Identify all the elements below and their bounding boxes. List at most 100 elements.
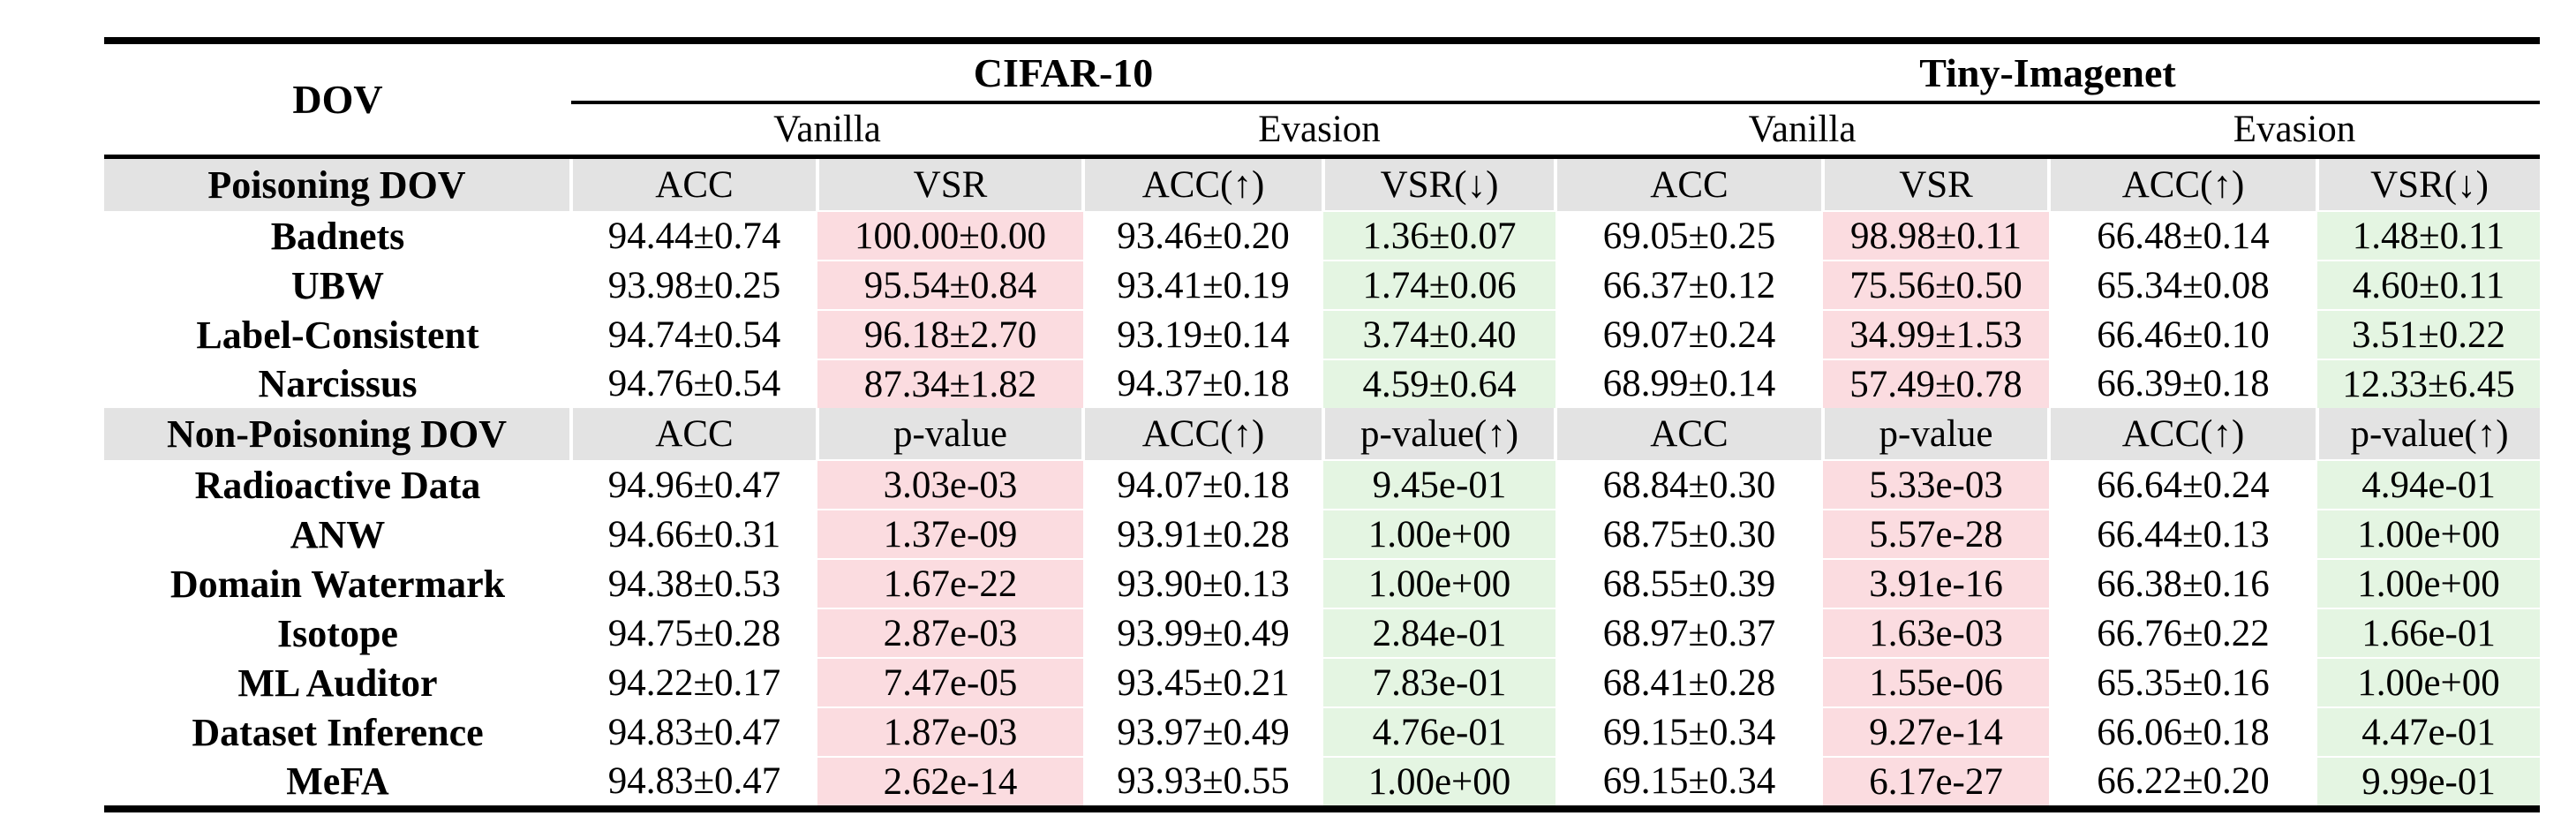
results-table: DOV CIFAR-10 Tiny-Imagenet Vanilla Evasi… <box>104 37 2541 812</box>
value-cell: 93.90±0.13 <box>1117 563 1290 605</box>
method-label: MeFA <box>286 759 389 803</box>
value-cell: 93.99±0.49 <box>1117 612 1290 654</box>
section-label: Non-Poisoning DOV <box>104 408 571 460</box>
value-cell: 93.41±0.19 <box>1117 264 1290 306</box>
value-cell: 1.36±0.07 <box>1323 210 1556 261</box>
column-header: ACC <box>1554 156 1824 211</box>
dataset-header-row: DOV CIFAR-10 Tiny-Imagenet <box>104 41 2541 159</box>
dataset-header-tiny-imagenet: Tiny-Imagenet <box>1555 41 2541 104</box>
value-cell: 93.91±0.28 <box>1117 513 1290 555</box>
subgroup-tiny-vanilla: Vanilla <box>1555 102 2050 159</box>
value-cell: 93.45±0.21 <box>1117 661 1290 704</box>
value-cell: 4.47e-01 <box>2317 706 2541 757</box>
value-cell: 95.54±0.84 <box>817 260 1083 310</box>
subgroup-tiny-evasion: Evasion <box>2049 102 2541 159</box>
column-header: ACC <box>569 156 817 211</box>
value-cell: 94.74±0.54 <box>607 314 781 356</box>
value-cell: 57.49±0.78 <box>1823 359 2050 408</box>
value-cell: 1.00e+00 <box>1323 756 1556 809</box>
column-header: p-value(↑) <box>2316 408 2541 460</box>
value-cell: 69.15±0.34 <box>1602 760 1776 802</box>
value-cell: 94.66±0.31 <box>607 513 781 555</box>
value-cell: 94.76±0.54 <box>607 363 781 404</box>
value-cell: 94.22±0.17 <box>607 661 781 704</box>
value-cell: 1.37e-09 <box>817 509 1083 559</box>
method-label: Isotope <box>277 611 398 655</box>
value-cell: 1.00e+00 <box>1323 558 1556 608</box>
value-cell: 98.98±0.11 <box>1823 210 2050 261</box>
table-row: ML Auditor 94.22±0.17 7.47e-05 93.45±0.21 7.… <box>104 657 2541 707</box>
table-row: Badnets 94.44±0.74 100.00±0.00 93.46±0.20 1.… <box>104 210 2541 261</box>
value-cell: 93.93±0.55 <box>1117 760 1290 802</box>
method-label: Dataset Inference <box>192 710 484 754</box>
subgroup-cifar10-vanilla: Vanilla <box>571 102 1083 159</box>
value-cell: 93.97±0.49 <box>1117 711 1290 753</box>
value-cell: 94.83±0.47 <box>607 711 781 753</box>
value-cell: 12.33±6.45 <box>2317 359 2541 408</box>
value-cell: 66.37±0.12 <box>1602 264 1776 306</box>
value-cell: 94.83±0.47 <box>607 760 781 802</box>
column-header: VSR(↓) <box>1321 156 1556 211</box>
value-cell: 1.63e-03 <box>1823 608 2050 658</box>
dov-benchmark-table: DOV CIFAR-10 Tiny-Imagenet Vanilla Evasi… <box>104 37 2541 812</box>
value-cell: 2.87e-03 <box>817 608 1083 658</box>
value-cell: 66.64±0.24 <box>2097 464 2270 506</box>
column-header: p-value(↑) <box>1321 408 1556 460</box>
value-cell: 4.76e-01 <box>1323 706 1556 757</box>
value-cell: 66.39±0.18 <box>2097 363 2270 404</box>
value-cell: 9.27e-14 <box>1823 706 2050 757</box>
table-row: Radioactive Data 94.96±0.47 3.03e-03 94.07±… <box>104 459 2541 510</box>
value-cell: 93.19±0.14 <box>1117 314 1290 356</box>
value-cell: 100.00±0.00 <box>817 210 1083 261</box>
value-cell: 94.37±0.18 <box>1117 363 1290 404</box>
method-label: Badnets <box>270 214 405 258</box>
value-cell: 34.99±1.53 <box>1823 309 2050 359</box>
table-row: ANW 94.66±0.31 1.37e-09 93.91±0.28 1.00e+00 6… <box>104 509 2541 559</box>
value-cell: 66.48±0.14 <box>2097 215 2270 257</box>
value-cell: 1.00e+00 <box>2317 509 2541 559</box>
value-cell: 94.38±0.53 <box>607 563 781 605</box>
value-cell: 1.00e+00 <box>1323 509 1556 559</box>
table-row: UBW 93.98±0.25 95.54±0.84 93.41±0.19 1.74±0.… <box>104 260 2541 310</box>
value-cell: 2.62e-14 <box>817 756 1083 809</box>
method-label: Narcissus <box>258 362 418 405</box>
column-header: VSR <box>816 156 1083 211</box>
method-label: Radioactive Data <box>194 463 481 507</box>
value-cell: 3.03e-03 <box>817 459 1083 510</box>
column-header: VSR <box>1821 156 2050 211</box>
value-cell: 68.41±0.28 <box>1602 661 1776 704</box>
method-label: ML Auditor <box>237 661 438 705</box>
value-cell: 93.46±0.20 <box>1117 215 1290 257</box>
value-cell: 1.66e-01 <box>2317 608 2541 658</box>
section-label: Poisoning DOV <box>104 156 571 211</box>
value-cell: 75.56±0.50 <box>1823 260 2050 310</box>
value-cell: 69.05±0.25 <box>1602 215 1776 257</box>
method-label: ANW <box>290 512 386 556</box>
value-cell: 94.75±0.28 <box>607 612 781 654</box>
value-cell: 4.60±0.11 <box>2317 260 2541 310</box>
value-cell: 1.67e-22 <box>817 558 1083 608</box>
value-cell: 7.47e-05 <box>817 657 1083 707</box>
section-header-row: Poisoning DOV ACC VSR ACC(↑) VSR(↓) ACC VSR ACC… <box>104 156 2541 211</box>
subgroup-header-row: Vanilla Evasion Vanilla Evasion <box>104 102 2541 159</box>
value-cell: 94.07±0.18 <box>1117 464 1290 506</box>
value-cell: 66.38±0.16 <box>2097 563 2270 605</box>
value-cell: 6.17e-27 <box>1823 756 2050 809</box>
column-header: ACC <box>1554 408 1824 460</box>
column-header: p-value <box>816 408 1083 460</box>
value-cell: 4.59±0.64 <box>1323 359 1556 408</box>
value-cell: 4.94e-01 <box>2317 459 2541 510</box>
value-cell: 69.07±0.24 <box>1602 314 1776 356</box>
value-cell: 1.74±0.06 <box>1323 260 1556 310</box>
value-cell: 1.87e-03 <box>817 706 1083 757</box>
column-header: ACC(↑) <box>1081 408 1323 460</box>
column-header: ACC(↑) <box>2047 156 2318 211</box>
table-row: Domain Watermark 94.38±0.53 1.67e-22 93.90±… <box>104 558 2541 608</box>
value-cell: 1.00e+00 <box>2317 558 2541 608</box>
value-cell: 93.98±0.25 <box>607 264 781 306</box>
method-label: Label-Consistent <box>196 313 479 357</box>
value-cell: 1.48±0.11 <box>2317 210 2541 261</box>
column-header: VSR(↓) <box>2316 156 2541 211</box>
method-label: UBW <box>290 263 385 307</box>
